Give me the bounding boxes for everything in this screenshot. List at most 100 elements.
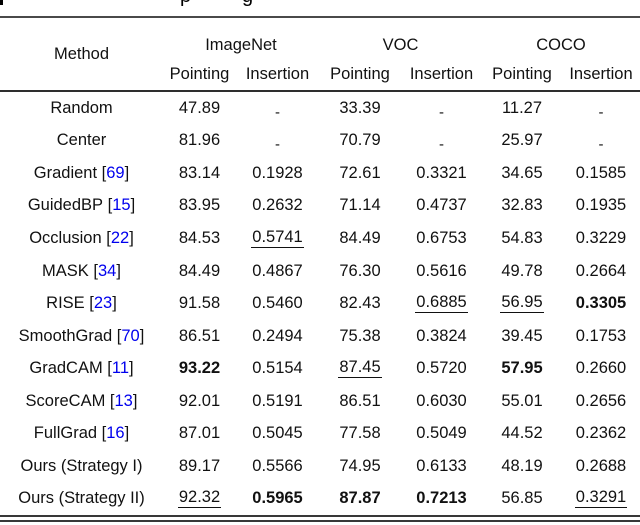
- value-cell: 0.1753: [562, 320, 640, 353]
- value-cell: 54.83: [482, 222, 562, 255]
- value-cell: 48.19: [482, 450, 562, 483]
- citation-link[interactable]: 16: [106, 424, 125, 443]
- value-cell: 93.22: [163, 352, 236, 385]
- method-cell: Random: [50, 98, 113, 117]
- value-cell: 87.45: [319, 352, 401, 385]
- metric-value: 74.95: [339, 456, 381, 475]
- metric-value: 0.2660: [575, 359, 627, 378]
- column-header-insertion: Insertion: [569, 64, 633, 83]
- method-label: FullGrad [: [33, 424, 107, 443]
- metric-value: 0.5045: [252, 424, 303, 443]
- value-cell: 0.2362: [562, 417, 640, 450]
- metric-value: 91.58: [178, 294, 221, 313]
- metric-value: 84.53: [178, 228, 221, 247]
- metric-value: 0.6030: [416, 391, 467, 410]
- metric-value: 0.1585: [575, 163, 627, 182]
- value-cell: 0.3824: [401, 320, 482, 353]
- metric-value: 0.6885: [415, 293, 468, 314]
- metric-value: 92.32: [177, 488, 222, 509]
- value-cell: 87.87: [319, 483, 401, 516]
- value-cell: 70.79: [319, 125, 401, 158]
- citation-link[interactable]: 70: [121, 326, 140, 345]
- metric-value: 25.97: [501, 131, 543, 150]
- table-row: Occlusion [22] 84.53 0.5741 84.49 0.6753 54.8…: [0, 222, 640, 255]
- citation-link[interactable]: 34: [97, 261, 117, 280]
- metric-value: 11.27: [501, 98, 543, 117]
- metric-value: 0.2362: [575, 424, 627, 443]
- citation-link[interactable]: 22: [110, 228, 130, 247]
- value-cell: 89.17: [163, 450, 236, 483]
- metric-value: 0.6133: [416, 456, 467, 475]
- value-cell: 56.95: [482, 287, 562, 320]
- column-group-coco: COCO: [536, 36, 586, 54]
- cropped-glyph-fragment: p: [180, 0, 191, 8]
- citation-link[interactable]: 13: [114, 391, 133, 410]
- method-cell: FullGrad [16]: [0, 417, 163, 450]
- value-cell: 0.6133: [401, 450, 482, 483]
- method-label: ]: [139, 326, 145, 345]
- value-cell: 92.01: [163, 385, 236, 418]
- method-label: Gradient [: [33, 163, 107, 182]
- column-header-pointing: Pointing: [492, 64, 552, 83]
- value-cell: 0.1935: [562, 190, 640, 223]
- value-cell: 0.3321: [401, 157, 482, 190]
- header-separator-rule: [0, 90, 640, 92]
- table-row: GuidedBP [15] 83.95 0.2632 71.14 0.4737 32.83…: [0, 190, 640, 223]
- missing-value-dash: -: [275, 136, 280, 154]
- method-label: ]: [124, 163, 130, 182]
- metric-value: 0.2632: [252, 196, 303, 215]
- value-cell: -: [401, 125, 482, 158]
- metric-value: 84.49: [178, 261, 221, 280]
- method-label: ]: [116, 261, 121, 280]
- value-cell: 32.83: [482, 190, 562, 223]
- metric-value: 72.61: [339, 163, 381, 182]
- value-cell: 77.58: [319, 417, 401, 450]
- value-cell: 0.2660: [562, 352, 640, 385]
- column-header-pointing: Pointing: [169, 64, 230, 83]
- value-cell: 0.3229: [562, 222, 640, 255]
- method-label: ScoreCAM [: [25, 391, 115, 410]
- metric-value: 87.45: [338, 358, 382, 379]
- metric-value: 0.5566: [252, 456, 303, 475]
- value-cell: 44.52: [482, 417, 562, 450]
- value-cell: 0.5049: [401, 417, 482, 450]
- value-cell: 0.5741: [236, 222, 319, 255]
- value-cell: -: [562, 92, 640, 125]
- table-row: Random 47.89 - 33.39 - 11.27 -: [0, 92, 640, 125]
- value-cell: 0.2656: [562, 385, 640, 418]
- metric-value: 71.14: [339, 196, 381, 215]
- value-cell: 0.5616: [401, 255, 482, 288]
- method-cell: Occlusion [22]: [0, 222, 163, 255]
- metric-value: 87.01: [178, 424, 221, 443]
- metric-value: 89.17: [178, 456, 221, 475]
- citation-link[interactable]: 23: [93, 294, 113, 313]
- metric-value: 0.5049: [416, 424, 467, 443]
- value-cell: 0.6030: [401, 385, 482, 418]
- value-cell: 72.61: [319, 157, 401, 190]
- value-cell: 0.2632: [236, 190, 319, 223]
- value-cell: 0.6885: [401, 287, 482, 320]
- metric-value: 55.01: [501, 391, 543, 410]
- method-cell: Gradient [69]: [0, 157, 163, 190]
- value-cell: 91.58: [163, 287, 236, 320]
- citation-link[interactable]: 15: [112, 196, 131, 215]
- metric-value: 75.38: [339, 326, 381, 345]
- value-cell: 0.5154: [236, 352, 319, 385]
- column-header-method: Method: [53, 44, 110, 63]
- value-cell: 56.85: [482, 483, 562, 516]
- metric-value: 47.89: [178, 98, 221, 117]
- metric-value: 0.5460: [252, 294, 303, 313]
- citation-link[interactable]: 69: [106, 163, 125, 182]
- method-label: SmoothGrad [: [18, 326, 122, 345]
- metric-value: 0.3305: [575, 294, 627, 313]
- value-cell: 0.2494: [236, 320, 319, 353]
- metric-value: 0.4737: [416, 196, 467, 215]
- method-cell: GuidedBP [15]: [0, 190, 163, 223]
- column-group-imagenet: ImageNet: [205, 36, 277, 54]
- value-cell: -: [562, 125, 640, 158]
- table-row: Gradient [69] 83.14 0.1928 72.61 0.3321 34.65…: [0, 157, 640, 190]
- missing-value-dash: -: [439, 103, 444, 121]
- citation-link[interactable]: 11: [111, 359, 130, 378]
- missing-value-dash: -: [598, 103, 604, 121]
